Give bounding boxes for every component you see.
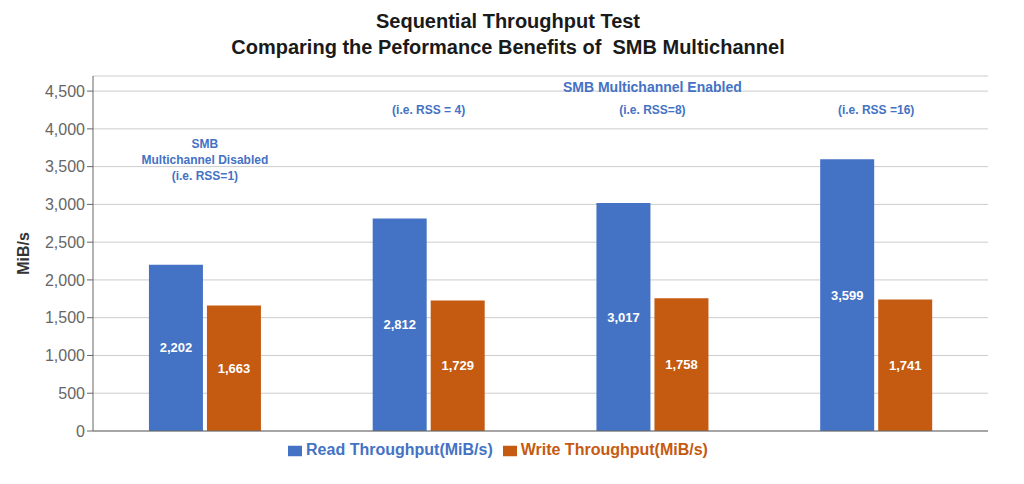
svg-text:3,599: 3,599 — [831, 288, 864, 303]
svg-text:4,000: 4,000 — [45, 121, 85, 138]
svg-text:(i.e. RSS =16): (i.e. RSS =16) — [838, 103, 914, 117]
svg-text:SMBMultichannel Disabled(i.e.: SMBMultichannel Disabled(i.e. RSS=1) — [142, 137, 269, 183]
svg-text:SMB Multichannel Enabled: SMB Multichannel Enabled — [563, 79, 742, 95]
html-text:Write Throughput(MiB/s): Write Throughput(MiB/s) — [520, 441, 708, 458]
svg-text:MiB/s: MiB/s — [15, 232, 32, 275]
svg-text:3,017: 3,017 — [607, 310, 640, 325]
svg-text:1,500: 1,500 — [45, 309, 85, 326]
svg-text:1,758: 1,758 — [665, 357, 698, 372]
svg-text:4,500: 4,500 — [45, 83, 85, 100]
svg-text:(i.e. RSS = 4): (i.e. RSS = 4) — [392, 103, 465, 117]
svg-text:3,500: 3,500 — [45, 158, 85, 175]
svg-text:2,500: 2,500 — [45, 234, 85, 251]
html-text:Comparing the Peformance Benef: Comparing the Peformance Benefits of SMB… — [231, 36, 785, 58]
svg-text:2,812: 2,812 — [383, 317, 416, 332]
html-text:Read Throughput(MiB/s): Read Throughput(MiB/s) — [306, 441, 493, 458]
svg-text:3,000: 3,000 — [45, 196, 85, 213]
svg-text:2,202: 2,202 — [160, 340, 193, 355]
svg-text:1,663: 1,663 — [218, 361, 251, 376]
svg-text:500: 500 — [58, 385, 85, 402]
svg-text:0: 0 — [76, 423, 85, 440]
html-text:Sequential Throughput Test: Sequential Throughput Test — [376, 10, 640, 32]
svg-text:1,000: 1,000 — [45, 347, 85, 364]
svg-text:1,741: 1,741 — [889, 358, 922, 373]
svg-text:1,729: 1,729 — [441, 358, 474, 373]
svg-text:2,000: 2,000 — [45, 272, 85, 289]
svg-text:(i.e. RSS=8): (i.e. RSS=8) — [619, 103, 685, 117]
